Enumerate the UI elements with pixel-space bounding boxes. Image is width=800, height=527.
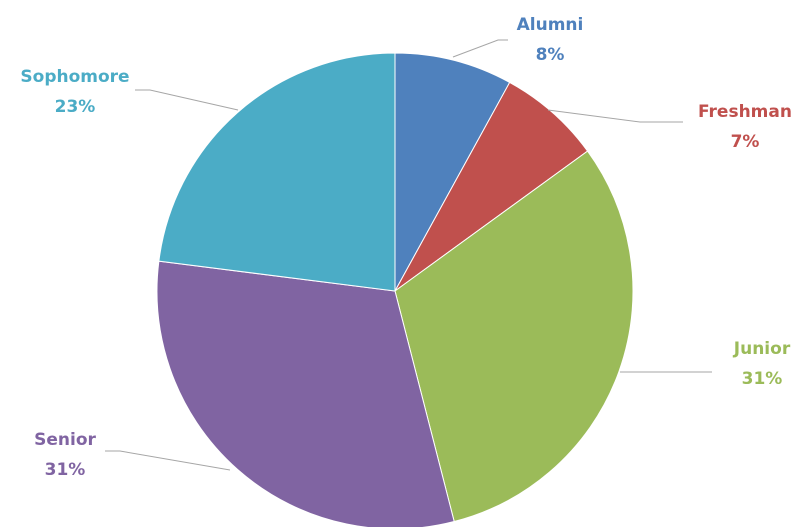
pie-slice-alumni (394, 52, 511, 292)
pie-slice-freshman (394, 81, 589, 292)
pie-slice-junior (394, 150, 634, 523)
data-label-value-sophomore: 23% (55, 97, 96, 117)
leader-lines (105, 39, 712, 471)
leader-line-alumni (452, 39, 508, 58)
data-label-name-senior: Senior (34, 430, 96, 450)
leader-line-sophomore (135, 89, 239, 111)
data-label-name-alumni: Alumni (517, 15, 584, 35)
data-label-value-junior: 31% (742, 369, 783, 389)
data-label-name-sophomore: Sophomore (20, 67, 129, 87)
data-label-value-senior: 31% (45, 460, 86, 480)
data-label-value-alumni: 8% (536, 45, 565, 65)
pie-slice-sophomore (158, 52, 396, 292)
leader-line-freshman (547, 109, 683, 123)
leader-line-senior (105, 450, 231, 471)
pie-slice-senior (156, 260, 455, 527)
data-label-name-freshman: Freshman (698, 102, 792, 122)
pie-slices (156, 52, 634, 527)
data-labels: Alumni 8% Freshman 7% Junior 31% Senior 31% Soph… (20, 15, 792, 480)
data-label-name-junior: Junior (733, 339, 791, 359)
data-label-value-freshman: 7% (731, 132, 760, 152)
